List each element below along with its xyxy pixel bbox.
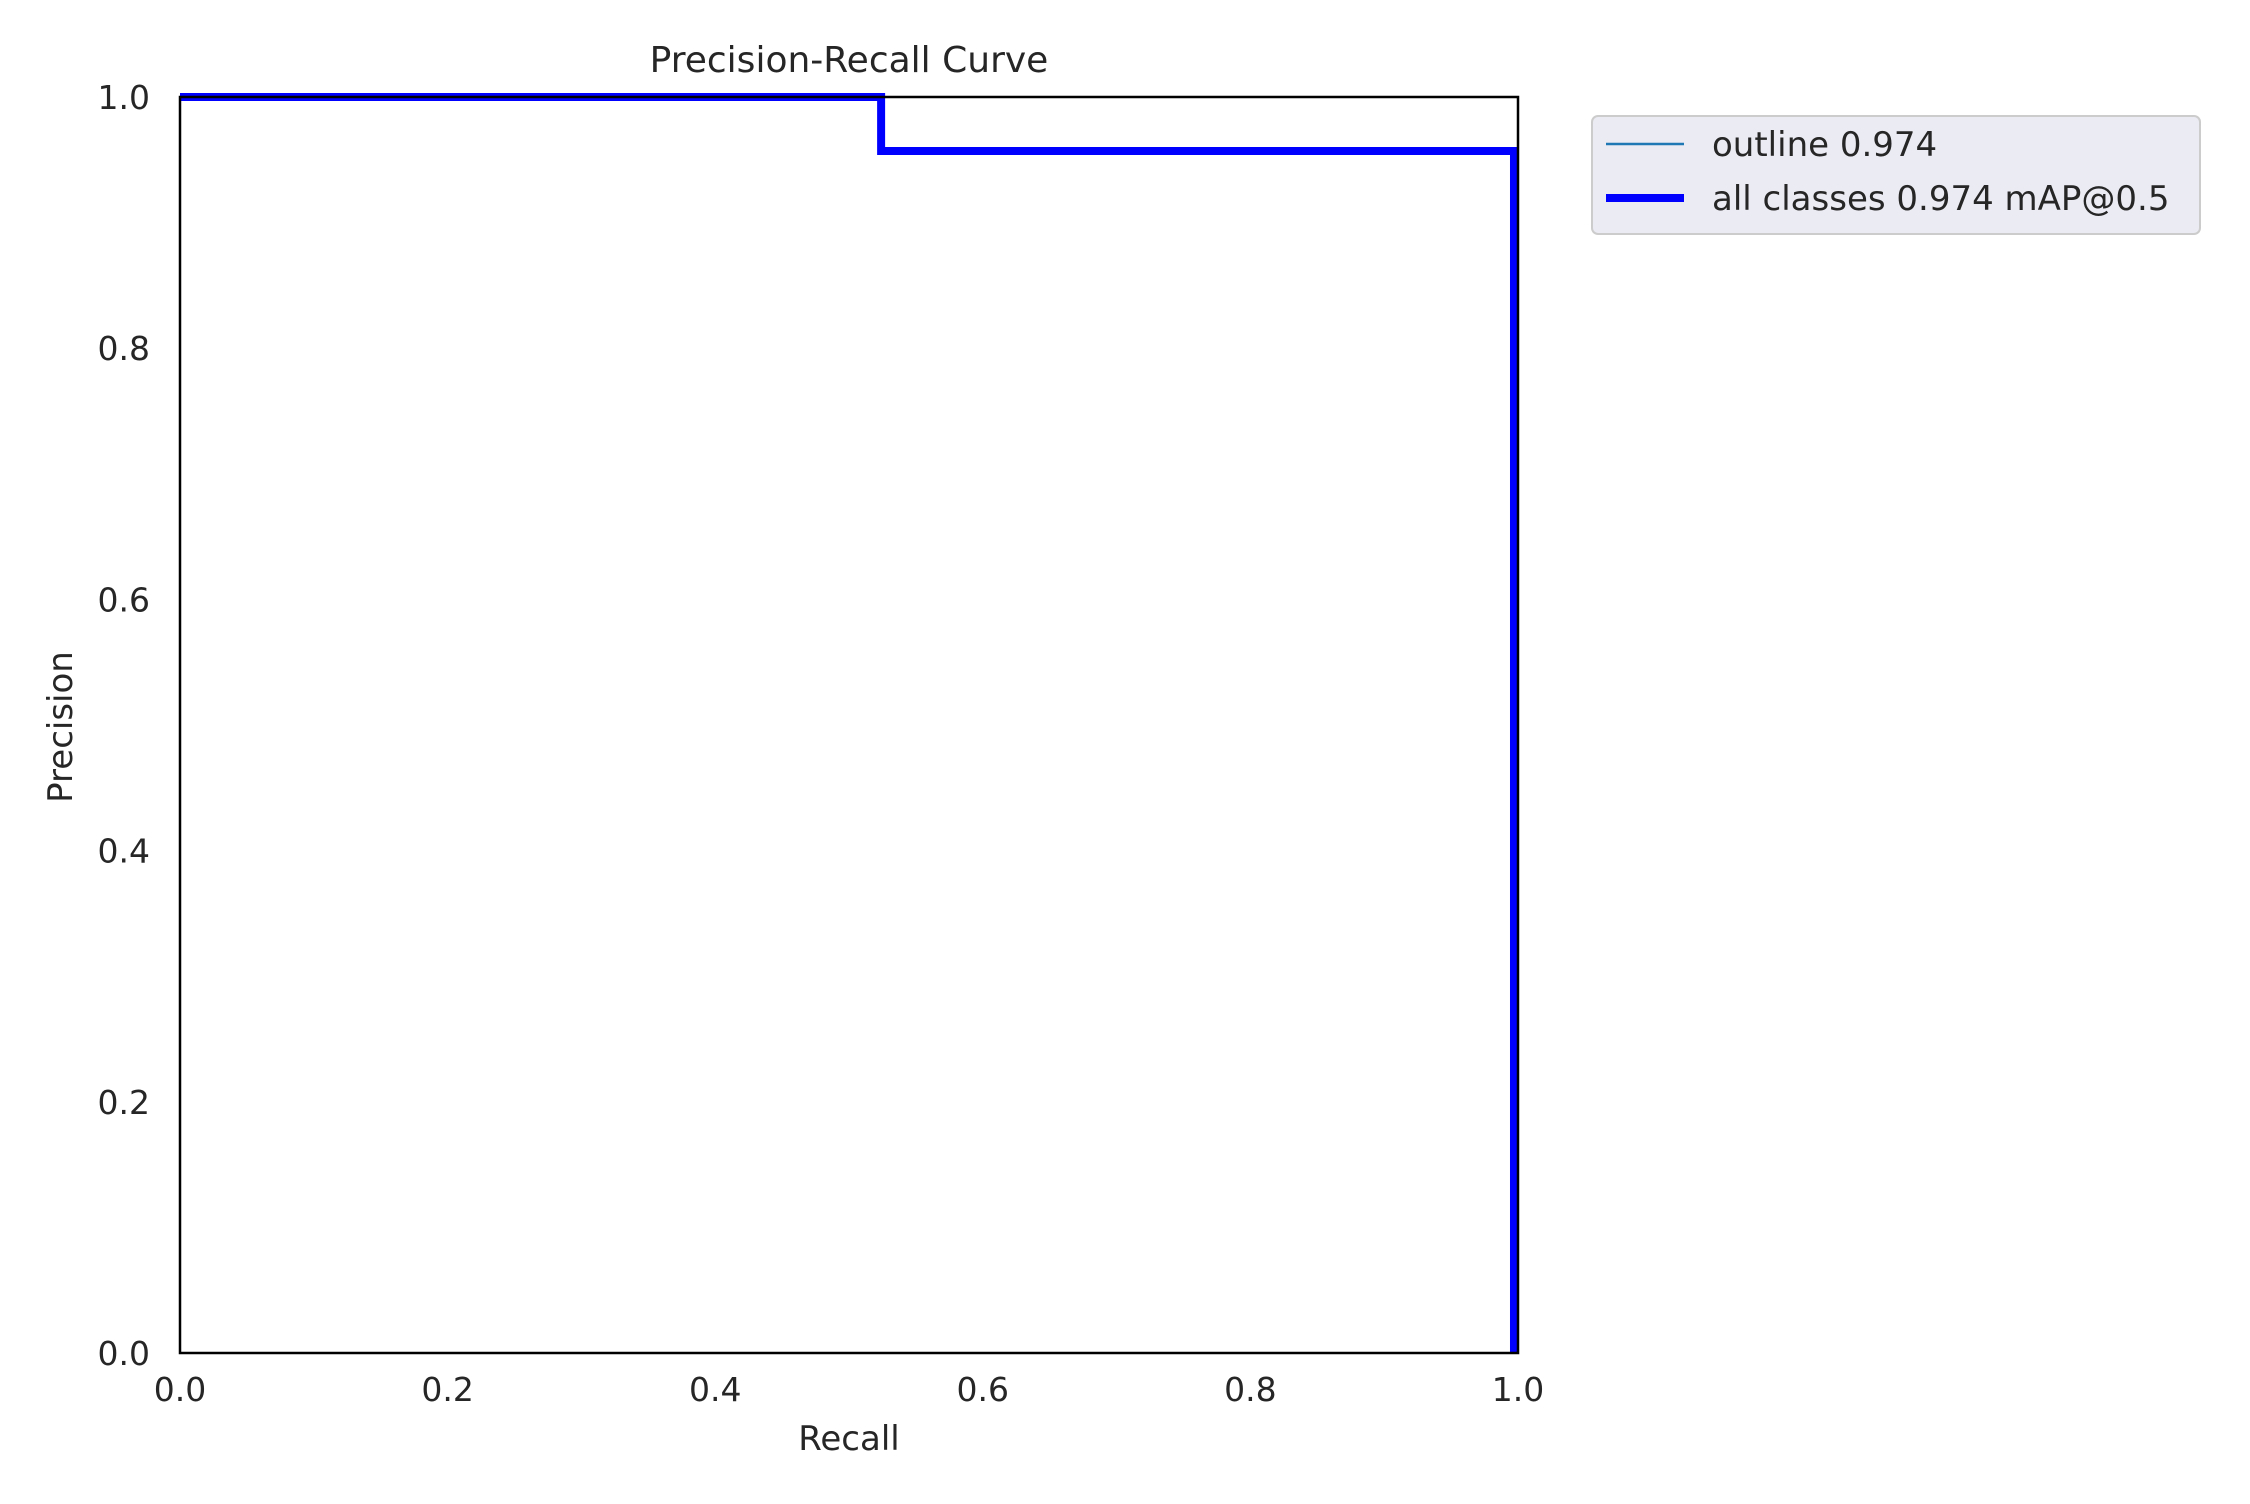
x-tick-label: 0.6 [957,1370,1009,1409]
x-tick-label: 0.4 [689,1370,741,1409]
x-axis-label: Recall [798,1419,899,1459]
y-tick-label: 0.6 [98,580,150,619]
y-tick-label: 0.2 [98,1083,150,1122]
x-tick-label: 1.0 [1492,1370,1544,1409]
y-tick-label: 0.4 [98,832,150,871]
plot-frame [178,95,1520,1355]
legend-label-outline: outline 0.974 [1712,125,1937,165]
plot-area [178,93,1520,1355]
legend: outline 0.974 all classes 0.974 mAP@0.5 [1591,115,2201,235]
x-tick-label: 0.2 [421,1370,473,1409]
plot-background [180,97,1518,1353]
x-tick-label: 0.0 [154,1370,206,1409]
y-axis-ticks: 0.0 0.2 0.4 0.6 0.8 1.0 [98,78,150,1373]
chart-title: Precision-Recall Curve [650,40,1049,81]
y-tick-label: 1.0 [98,78,150,117]
legend-label-all-classes: all classes 0.974 mAP@0.5 [1712,179,2169,219]
y-axis-label: Precision [41,651,81,803]
x-axis-ticks: 0.0 0.2 0.4 0.6 0.8 1.0 [154,1370,1544,1409]
legend-box [1591,115,2201,235]
y-tick-label: 0.0 [98,1334,150,1373]
y-tick-label: 0.8 [98,329,150,368]
x-tick-label: 0.8 [1224,1370,1276,1409]
